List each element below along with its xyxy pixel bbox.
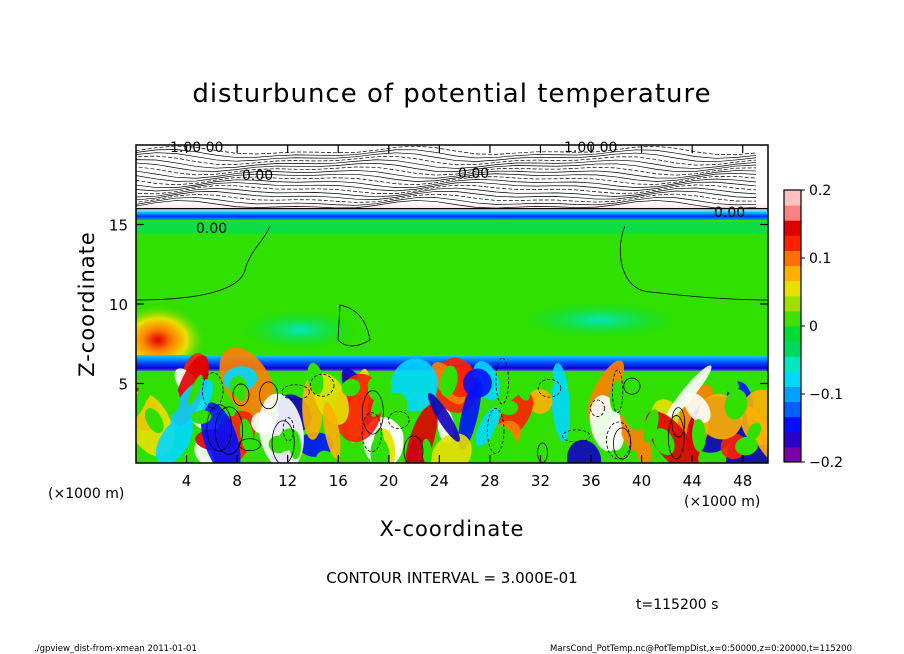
colorbar-segment	[784, 446, 801, 463]
colorbar-segment	[784, 356, 801, 372]
colorbar-segment	[784, 341, 801, 357]
mid-region-cool	[136, 222, 768, 234]
footer-left: ./gpview_dist-from-xmean 2011-01-01	[34, 644, 197, 654]
colorbar-segment	[784, 205, 801, 221]
contour-labels: 1.00 00 1.00 000.00 0.000.000.00	[170, 140, 745, 237]
colorbar-segment	[784, 310, 801, 327]
y-axis: 5 10 15	[109, 217, 768, 394]
x-axis: 4 8 12 16 20 24 28 32 36 40 44 48	[182, 145, 752, 490]
colorbar-tick-label: 0.1	[809, 251, 831, 267]
chart-title: disturbunce of potential temperature	[192, 79, 711, 109]
contour-label: 0.00	[242, 168, 273, 184]
x-tick-label: 4	[182, 472, 192, 490]
x-tick-label: 48	[733, 472, 752, 490]
colorbar-segment	[784, 371, 801, 387]
colorbar-segment	[784, 326, 801, 342]
colorbar-tick-label: 0	[809, 319, 818, 335]
x-tick-label: 24	[430, 472, 449, 490]
colorbar-tick-label: 0.2	[809, 183, 831, 199]
x-tick-label: 40	[632, 472, 651, 490]
convective-layer	[136, 347, 768, 463]
colorbar: 0.2 0.1 0 −0.1 −0.2	[783, 183, 843, 471]
y-axis-label: Z-coordinate	[75, 231, 99, 377]
plot-area	[136, 145, 768, 463]
cool-anomaly-2	[520, 302, 680, 338]
x-unit-label: (×1000 m)	[684, 494, 760, 510]
colorbar-segment	[784, 386, 801, 403]
x-tick-label: 16	[329, 472, 348, 490]
y-tick-label: 10	[109, 296, 128, 314]
contour-interval: CONTOUR INTERVAL = 3.000E-01	[326, 569, 577, 587]
contour-lines	[136, 145, 768, 463]
x-tick-label: 20	[379, 472, 398, 490]
x-tick-label: 44	[683, 472, 702, 490]
contour-label: 0.00	[196, 221, 227, 237]
y-tick-label: 15	[109, 217, 128, 235]
colorbar-segment	[784, 220, 801, 236]
colorbar-segment	[784, 295, 801, 312]
contour-label: 1.00 00	[170, 140, 223, 156]
colorbar-segment	[784, 416, 801, 433]
colorbar-tick-label: −0.2	[809, 455, 843, 471]
colorbar-segment	[784, 235, 801, 251]
colorbar-segment	[784, 250, 801, 267]
colorbar-segment	[784, 265, 801, 282]
mid-region	[136, 220, 768, 360]
contour-label: 0.00	[458, 166, 489, 182]
time-label: t=115200 s	[636, 597, 718, 613]
y-unit-label: (×1000 m)	[48, 486, 124, 502]
footer-right: MarsCond_PotTemp.nc@PotTempDist,x=0:5000…	[550, 644, 852, 654]
contour-label: 0.00	[714, 205, 745, 221]
x-tick-label: 12	[278, 472, 297, 490]
x-tick-label: 32	[531, 472, 550, 490]
x-tick-label: 28	[480, 472, 499, 490]
y-tick-label: 5	[118, 376, 128, 394]
cool-anomaly-1	[240, 310, 360, 350]
colorbar-segment	[784, 280, 801, 297]
colorbar-segment	[784, 190, 801, 206]
x-tick-label: 36	[581, 472, 600, 490]
colorbar-segment	[784, 431, 801, 448]
x-tick-label: 8	[232, 472, 242, 490]
colorbar-tick-label: −0.1	[809, 387, 843, 403]
x-axis-label: X-coordinate	[380, 517, 525, 541]
colorbar-segment	[784, 401, 801, 418]
